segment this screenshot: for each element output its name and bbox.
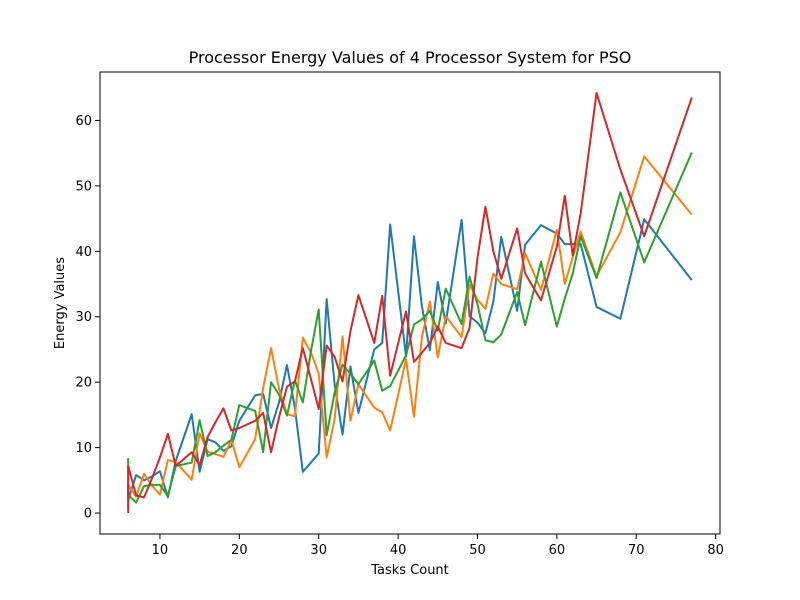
y-axis-label: Energy Values — [53, 257, 68, 349]
plot-area — [127, 91, 693, 514]
series-line-3 — [127, 152, 693, 504]
y-tick-label: 20 — [75, 376, 92, 391]
y-tick-label: 50 — [75, 179, 92, 194]
x-axis-ticks: 10 20 30 40 50 60 70 80 — [152, 534, 724, 558]
x-tick-label: 80 — [707, 543, 724, 558]
x-tick-label: 60 — [549, 543, 566, 558]
series-line-4 — [127, 91, 693, 514]
y-tick-label: 30 — [75, 310, 92, 325]
y-tick-label: 10 — [75, 441, 92, 456]
series-line-1 — [127, 218, 693, 501]
x-tick-label: 70 — [628, 543, 645, 558]
x-tick-label: 50 — [469, 543, 486, 558]
axes-frame — [99, 71, 721, 535]
y-tick-label: 60 — [75, 114, 92, 129]
chart-title: Processor Energy Values of 4 Processor S… — [189, 48, 632, 67]
x-axis-label: Tasks Count — [370, 563, 449, 578]
y-tick-label: 0 — [84, 507, 92, 522]
x-tick-label: 40 — [390, 543, 407, 558]
y-axis-ticks: 0 10 20 30 40 50 60 — [75, 114, 100, 522]
x-tick-label: 20 — [231, 543, 248, 558]
series-line-2 — [127, 155, 693, 510]
x-tick-label: 10 — [152, 543, 169, 558]
x-tick-label: 30 — [310, 543, 327, 558]
y-tick-label: 40 — [75, 245, 92, 260]
